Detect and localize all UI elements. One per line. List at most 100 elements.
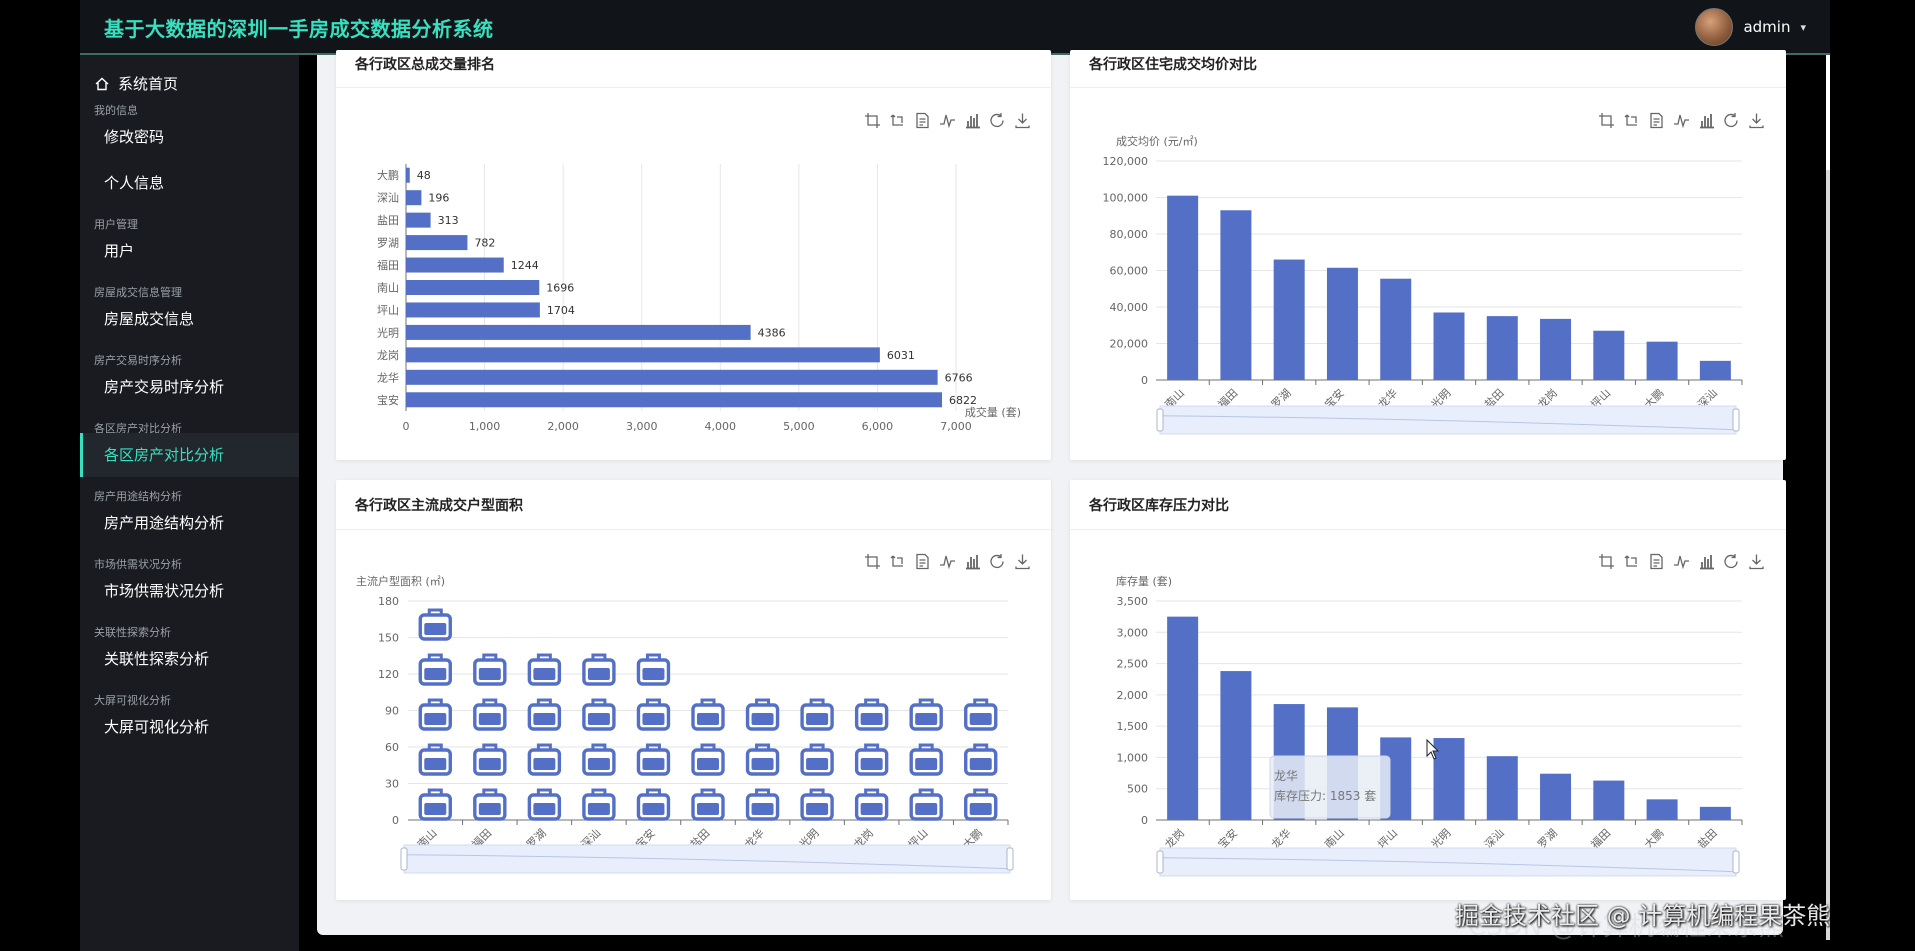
bar: [406, 212, 431, 228]
chevron-down-icon[interactable]: ▾: [1800, 20, 1806, 34]
briefcase-icon: [418, 788, 452, 821]
symbol-handle: [755, 788, 771, 795]
crop-icon[interactable]: [1598, 553, 1615, 570]
crop-icon[interactable]: [864, 112, 881, 129]
bar: [1326, 267, 1358, 380]
username[interactable]: admin: [1743, 18, 1791, 36]
data-view-icon[interactable]: [914, 112, 931, 129]
sidebar-item[interactable]: 修改密码: [104, 128, 165, 146]
y-tick-label: 2,000: [1117, 689, 1149, 702]
sidebar-item[interactable]: 各区房产对比分析: [80, 433, 299, 477]
symbol-handle: [482, 788, 498, 795]
sidebar-item[interactable]: 房产交易时序分析: [104, 378, 225, 396]
symbol-handle: [482, 653, 498, 660]
briefcase-icon: [964, 743, 998, 776]
symbol-fill: [806, 803, 829, 815]
symbol-handle: [536, 743, 552, 750]
app-title: 基于大数据的深圳一手房成交数据分析系统: [104, 17, 494, 41]
symbol-fill: [697, 803, 719, 815]
data-label: 782: [474, 237, 495, 250]
symbol-fill: [424, 623, 447, 635]
crop-reset-icon[interactable]: [1623, 553, 1640, 570]
briefcase-icon: [854, 788, 889, 821]
crop-reset-icon[interactable]: [889, 112, 906, 129]
bar-chart-icon[interactable]: [964, 112, 981, 129]
bar-chart-icon[interactable]: [1698, 112, 1715, 129]
crop-icon[interactable]: [864, 553, 881, 570]
price-chart[interactable]: 0 20,000 40,000 60,000 80,000 100,000 120,000 成…: [1070, 50, 1786, 460]
symbol-fill: [533, 803, 556, 815]
y-tick-label: 120: [378, 668, 399, 681]
refresh-icon[interactable]: [1723, 112, 1740, 129]
symbol-fill: [587, 758, 610, 770]
data-view-icon[interactable]: [1648, 553, 1665, 570]
symbol-fill: [424, 758, 447, 770]
symbol-fill: [478, 668, 501, 680]
panel-title: 各行政区总成交量排名: [355, 57, 495, 73]
y-tick-label: 坪山: [377, 304, 399, 317]
symbol-handle: [645, 653, 661, 660]
refresh-icon[interactable]: [1723, 553, 1740, 570]
download-icon[interactable]: [1014, 553, 1031, 570]
download-icon[interactable]: [1748, 112, 1765, 129]
sidebar-group-label: 各区房产对比分析: [94, 422, 182, 435]
bar: [1646, 341, 1678, 380]
data-view-icon[interactable]: [914, 553, 931, 570]
y-tick-label: 60: [385, 741, 399, 754]
datazoom-handle-right: [1732, 408, 1740, 432]
scrollbar[interactable]: [1826, 170, 1830, 940]
y-tick-label: 90: [385, 705, 399, 718]
sidebar-item[interactable]: 房屋成交信息: [104, 310, 195, 328]
crop-reset-icon[interactable]: [1623, 112, 1640, 129]
volume-chart[interactable]: 0 1,000 2,000 3,000 4,000 5,000 6,000 7,000 宝安 68…: [336, 50, 1051, 460]
symbol-handle: [864, 788, 880, 795]
symbol-fill: [860, 758, 883, 770]
mouse-cursor-icon: [1426, 738, 1440, 760]
sidebar-group-label: 用户管理: [94, 218, 138, 231]
download-icon[interactable]: [1748, 553, 1765, 570]
data-view-icon[interactable]: [1648, 112, 1665, 129]
crop-reset-icon[interactable]: [889, 553, 906, 570]
line-chart-icon[interactable]: [939, 553, 956, 570]
bar-chart-icon[interactable]: [1698, 553, 1715, 570]
sidebar-item[interactable]: 个人信息: [104, 174, 165, 192]
line-chart-icon[interactable]: [939, 112, 956, 129]
y-axis-label: 主流户型面积 (㎡): [356, 574, 445, 588]
bar-chart-icon[interactable]: [964, 553, 981, 570]
avatar[interactable]: [1695, 8, 1734, 46]
sidebar-item[interactable]: 房产用途结构分析: [104, 514, 225, 532]
bar: [1380, 278, 1412, 380]
line-chart-icon[interactable]: [1673, 112, 1690, 129]
symbol-handle: [918, 698, 934, 705]
line-chart-icon[interactable]: [1673, 553, 1690, 570]
user-menu[interactable]: admin ▾: [1695, 8, 1806, 46]
briefcase-icon: [691, 698, 725, 731]
briefcase-icon: [909, 698, 943, 731]
sidebar-item[interactable]: 用户: [104, 242, 135, 260]
symbol-handle: [700, 743, 716, 750]
symbol-fill: [424, 668, 447, 680]
symbol-fill: [806, 713, 829, 725]
inventory-chart[interactable]: 0 500 1,000 1,500 2,000 2,500 3,000 3,500 库存量 (套…: [1070, 480, 1786, 900]
x-tick-label: 3,000: [626, 420, 658, 433]
sidebar-item[interactable]: 大屏可视化分析: [104, 718, 210, 736]
bar: [1486, 756, 1518, 820]
sidebar-item-home[interactable]: 系统首页: [94, 73, 178, 94]
bar: [1699, 806, 1731, 820]
x-tick-label: 7,000: [940, 420, 972, 433]
chart-panel-volume: 各行政区总成交量排名 0 1,000 2,000 3,000 4,000 5,000 6,0…: [336, 50, 1051, 460]
bar: [1646, 799, 1678, 820]
x-tick-label: 2,000: [547, 420, 579, 433]
refresh-icon[interactable]: [989, 112, 1006, 129]
refresh-icon[interactable]: [989, 553, 1006, 570]
briefcase-icon: [636, 653, 671, 686]
download-icon[interactable]: [1014, 112, 1031, 129]
data-label: 6031: [887, 349, 915, 362]
sidebar-item[interactable]: 市场供需状况分析: [104, 582, 225, 600]
x-tick-label: 宝安: [1215, 826, 1240, 851]
x-tick-label: 6,000: [862, 420, 894, 433]
crop-icon[interactable]: [1598, 112, 1615, 129]
sidebar-item[interactable]: 关联性探索分析: [104, 650, 210, 668]
